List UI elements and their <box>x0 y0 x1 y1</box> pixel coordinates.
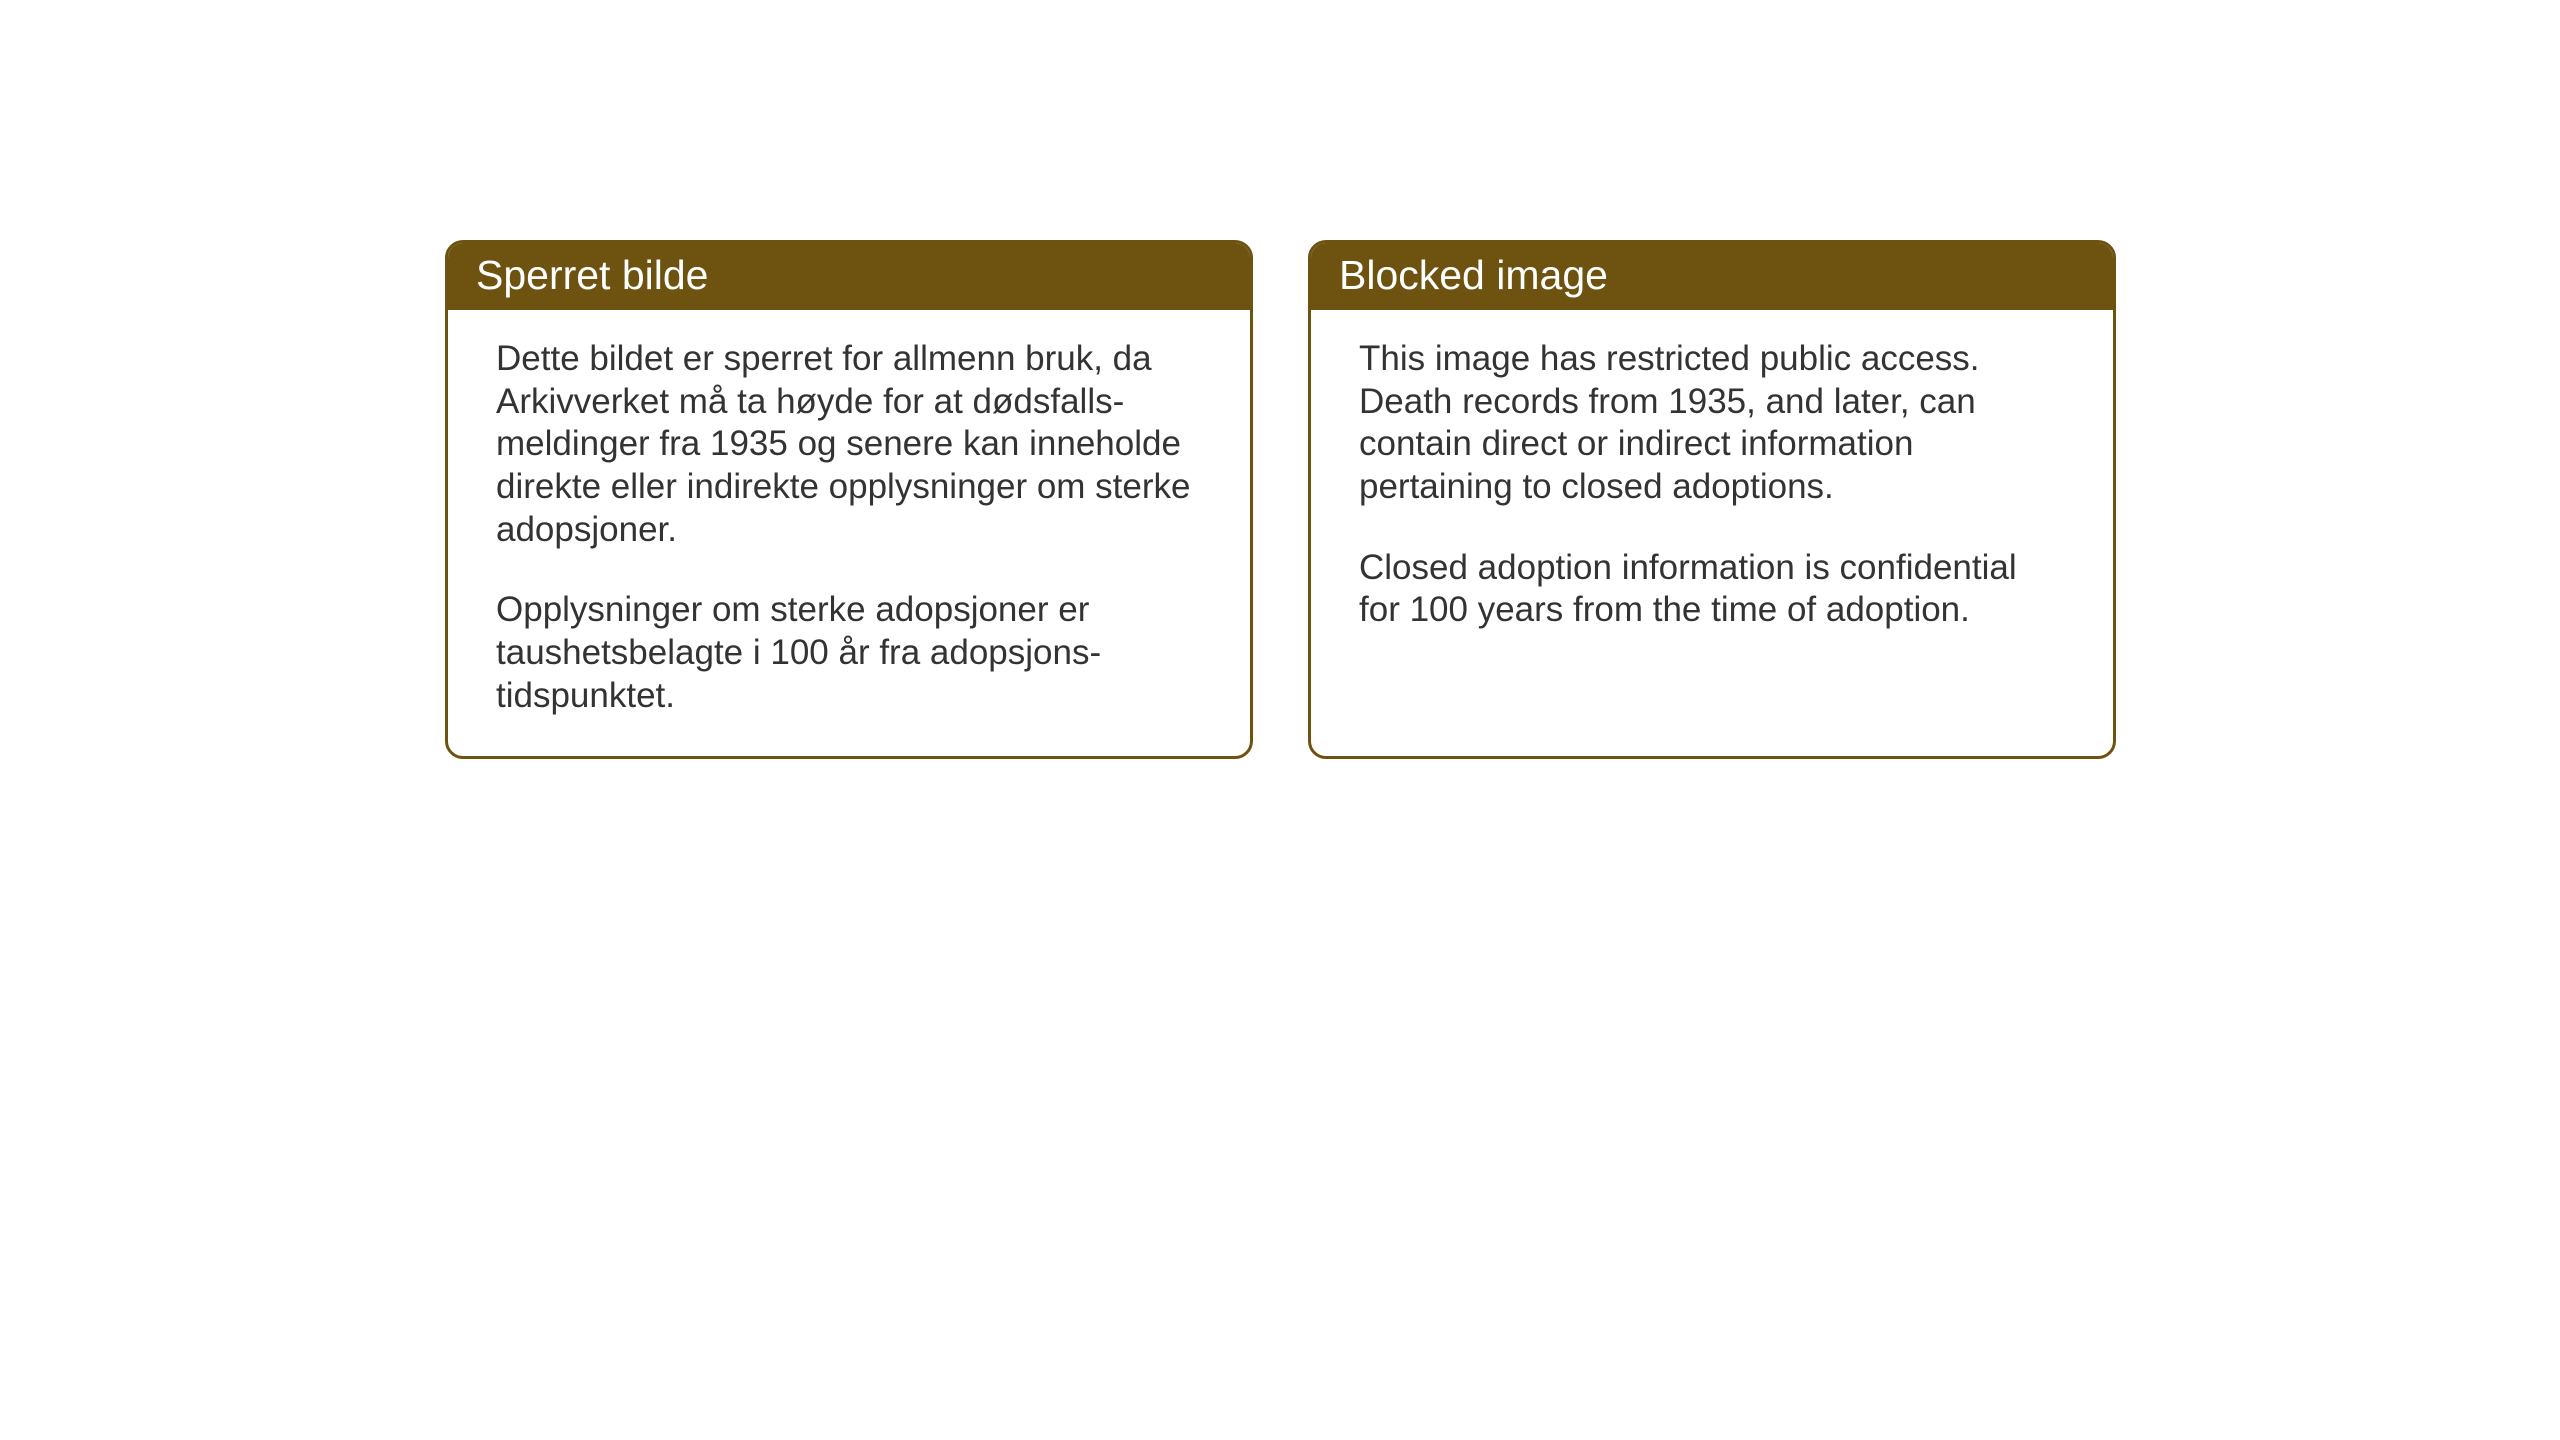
paragraph-text: This image has restricted public access.… <box>1359 338 2065 509</box>
paragraph-text: Opplysninger om sterke adopsjoner er tau… <box>496 589 1202 717</box>
card-body-norwegian: Dette bildet er sperret for allmenn bruk… <box>448 310 1250 756</box>
card-header-english: Blocked image <box>1311 243 2113 310</box>
notice-container: Sperret bilde Dette bildet er sperret fo… <box>445 240 2116 759</box>
card-header-norwegian: Sperret bilde <box>448 243 1250 310</box>
notice-card-norwegian: Sperret bilde Dette bildet er sperret fo… <box>445 240 1253 759</box>
paragraph-text: Closed adoption information is confident… <box>1359 547 2065 632</box>
paragraph-text: Dette bildet er sperret for allmenn bruk… <box>496 338 1202 551</box>
notice-card-english: Blocked image This image has restricted … <box>1308 240 2116 759</box>
card-body-english: This image has restricted public access.… <box>1311 310 2113 750</box>
